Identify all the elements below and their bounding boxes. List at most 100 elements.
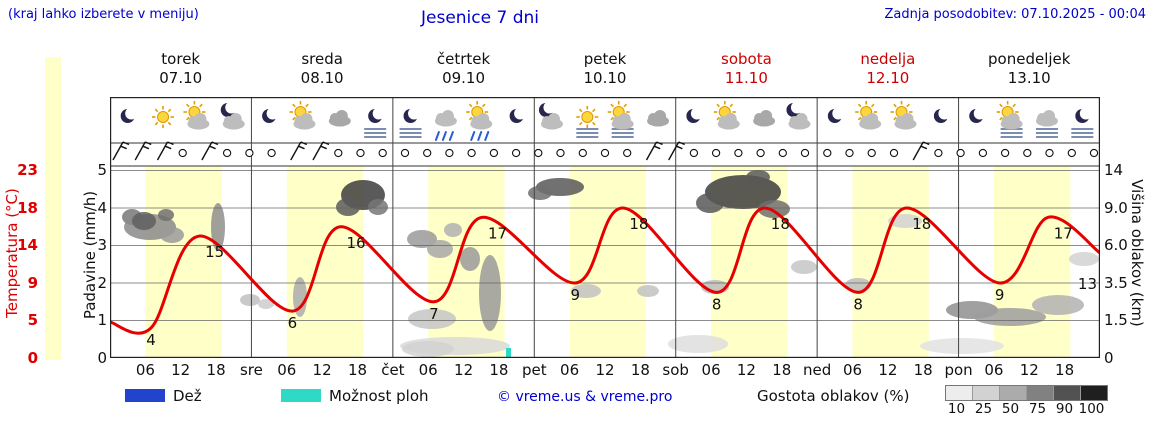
temperature-curve bbox=[110, 206, 1100, 335]
temp-tick: 23 bbox=[17, 161, 38, 179]
time-tick-label: 18 bbox=[206, 361, 226, 379]
rain-legend-label: Dež bbox=[173, 387, 202, 405]
svg-text:18: 18 bbox=[771, 215, 790, 233]
day-header-nedelja: nedelja 12.10 bbox=[817, 50, 958, 88]
day-header-ponedeljek: ponedeljek 13.10 bbox=[959, 50, 1100, 88]
last-update-text: Zadnja posodobitev: 07.10.2025 - 00:04 bbox=[884, 7, 1146, 22]
time-tick-label: 06 bbox=[984, 361, 1004, 379]
svg-text:4: 4 bbox=[146, 331, 156, 349]
day-header-sobota: sobota 11.10 bbox=[676, 50, 817, 88]
menu-hint-link[interactable]: (kraj lahko izberete v meniju) bbox=[8, 7, 199, 22]
time-tick-label: 18 bbox=[489, 361, 509, 379]
day-date: 07.10 bbox=[159, 69, 203, 87]
temp-tick: 0 bbox=[27, 349, 38, 367]
day-abbrev-label: pet bbox=[521, 361, 547, 379]
gridlines bbox=[110, 97, 1100, 358]
density-cell bbox=[999, 386, 1026, 400]
precipitation-axis-label: Padavine (mm/h) bbox=[81, 190, 99, 320]
day-date: 10.10 bbox=[583, 69, 627, 87]
svg-text:9: 9 bbox=[995, 286, 1005, 304]
wind-row bbox=[112, 141, 1099, 161]
day-date: 08.10 bbox=[300, 69, 344, 87]
day-abbrev-label: sob bbox=[662, 361, 689, 379]
time-tick-label: 06 bbox=[418, 361, 438, 379]
density-cell bbox=[972, 386, 999, 400]
svg-text:18: 18 bbox=[912, 215, 931, 233]
day-abbrev-label: čet bbox=[381, 361, 405, 379]
day-header-petek: petek 10.10 bbox=[534, 50, 675, 88]
day-name: sobota bbox=[721, 50, 772, 68]
meteogram-chart: 15 4 16 6 17 7 18 9 18 8 18 8 17 9 13 bbox=[110, 97, 1100, 358]
weather-icons-row bbox=[120, 101, 1094, 141]
time-tick-label: 06 bbox=[560, 361, 580, 379]
svg-text:9: 9 bbox=[571, 286, 581, 304]
svg-text:13: 13 bbox=[1078, 275, 1097, 293]
time-axis: 06 12 18 sre 06 12 18 čet 06 12 18 pet 06 12 18 sob 06 12… bbox=[110, 361, 1100, 381]
svg-text:15: 15 bbox=[205, 243, 224, 261]
day-date: 12.10 bbox=[866, 69, 910, 87]
density-tick: 100 bbox=[1078, 401, 1105, 417]
time-tick-label: 06 bbox=[277, 361, 297, 379]
time-tick-label: 12 bbox=[454, 361, 474, 379]
svg-text:7: 7 bbox=[429, 305, 439, 323]
time-tick-label: 12 bbox=[312, 361, 332, 379]
day-name: četrtek bbox=[436, 50, 491, 68]
daylight-bands bbox=[145, 166, 1071, 358]
day-name: nedelja bbox=[860, 50, 916, 68]
cloud-tick: 3.5 bbox=[1104, 274, 1128, 292]
time-tick-label: 12 bbox=[878, 361, 898, 379]
density-cell bbox=[946, 386, 972, 400]
svg-text:16: 16 bbox=[347, 234, 366, 252]
day-name: petek bbox=[583, 50, 627, 68]
time-tick-label: 06 bbox=[135, 361, 155, 379]
day-abbrev-label: pon bbox=[944, 361, 973, 379]
svg-text:18: 18 bbox=[629, 215, 648, 233]
density-tick: 90 bbox=[1055, 401, 1074, 417]
showers-legend-label: Možnost ploh bbox=[329, 387, 429, 405]
density-cell bbox=[1053, 386, 1080, 400]
svg-text:17: 17 bbox=[488, 224, 507, 242]
cloud-density-ticks: 10 25 50 75 90 100 bbox=[943, 401, 1105, 417]
time-tick-label: 06 bbox=[842, 361, 863, 379]
time-tick-label: 12 bbox=[595, 361, 615, 379]
density-cell bbox=[1080, 386, 1107, 400]
cloud-density-legend-label: Gostota oblakov (%) bbox=[757, 387, 910, 405]
day-header-sreda: sreda 08.10 bbox=[251, 50, 392, 88]
time-tick-label: 06 bbox=[701, 361, 721, 379]
svg-text:8: 8 bbox=[853, 295, 863, 313]
cloud-height-axis-label: Višina oblakov (km) bbox=[1128, 179, 1146, 327]
rain-legend-swatch bbox=[125, 389, 165, 402]
time-tick-label: 12 bbox=[171, 361, 191, 379]
showers-legend-swatch bbox=[281, 389, 321, 402]
time-tick-label: 18 bbox=[347, 361, 368, 379]
time-tick-label: 18 bbox=[1055, 361, 1075, 379]
cloud-tick: 1.5 bbox=[1104, 311, 1128, 329]
precip-tick: 0 bbox=[97, 349, 107, 367]
day-header-row: torek 07.10 sreda 08.10 četrtek 09.10 petek… bbox=[110, 50, 1100, 88]
temperature-color-strip bbox=[45, 57, 61, 360]
cloud-tick: 14 bbox=[1104, 161, 1124, 179]
cloud-tick: 6.0 bbox=[1104, 236, 1128, 254]
svg-text:8: 8 bbox=[712, 295, 722, 313]
density-tick: 75 bbox=[1028, 401, 1047, 417]
day-date: 09.10 bbox=[442, 69, 486, 87]
day-header-cetrtek: četrtek 09.10 bbox=[393, 50, 534, 88]
cloud-tick: 0 bbox=[1104, 349, 1114, 367]
day-name: ponedeljek bbox=[988, 50, 1071, 68]
density-cell bbox=[1026, 386, 1053, 400]
density-tick: 50 bbox=[1001, 401, 1020, 417]
time-tick-label: 18 bbox=[913, 361, 933, 379]
day-header-torek: torek 07.10 bbox=[110, 50, 251, 88]
precip-tick: 5 bbox=[97, 161, 107, 179]
showers-possibility-tick bbox=[506, 348, 511, 358]
temperature-axis-label: Temperatura (°C) bbox=[3, 188, 21, 318]
density-tick: 10 bbox=[947, 401, 966, 417]
credit-link[interactable]: © vreme.us & vreme.pro bbox=[497, 389, 673, 405]
time-tick-label: 12 bbox=[736, 361, 756, 379]
page-title: Jesenice 7 dni bbox=[420, 8, 540, 28]
day-abbrev-label: sre bbox=[239, 361, 263, 379]
density-tick: 25 bbox=[974, 401, 993, 417]
day-abbrev-label: ned bbox=[802, 361, 832, 379]
time-tick-label: 18 bbox=[772, 361, 792, 379]
